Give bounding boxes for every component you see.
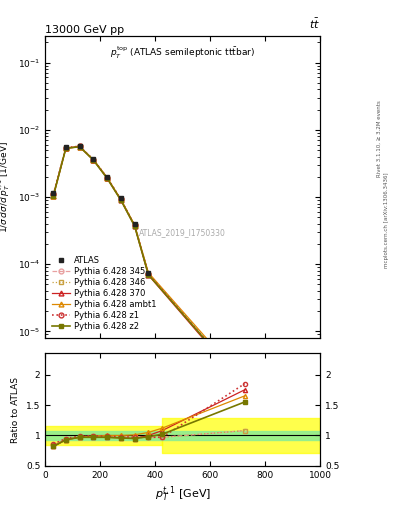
X-axis label: $p_T^{t,1}$ [GeV]: $p_T^{t,1}$ [GeV] — [154, 485, 211, 505]
Legend: ATLAS, Pythia 6.428 345, Pythia 6.428 346, Pythia 6.428 370, Pythia 6.428 ambt1,: ATLAS, Pythia 6.428 345, Pythia 6.428 34… — [50, 253, 158, 334]
Y-axis label: $1 / \sigma\, d\sigma / d\, p_T^{t,1}$ [1/GeV]: $1 / \sigma\, d\sigma / d\, p_T^{t,1}$ [… — [0, 141, 12, 233]
Text: $t\bar{t}$: $t\bar{t}$ — [309, 17, 320, 31]
Y-axis label: Ratio to ATLAS: Ratio to ATLAS — [11, 377, 20, 442]
Text: Rivet 3.1.10, ≥ 3.2M events: Rivet 3.1.10, ≥ 3.2M events — [377, 100, 382, 177]
Text: 13000 GeV pp: 13000 GeV pp — [45, 25, 124, 35]
Text: mcplots.cern.ch [arXiv:1306.3436]: mcplots.cern.ch [arXiv:1306.3436] — [384, 173, 389, 268]
Text: ATLAS_2019_I1750330: ATLAS_2019_I1750330 — [139, 228, 226, 237]
Text: $p_T^{\rm top}$ (ATLAS semileptonic tt$\bar{\rm t}$bar): $p_T^{\rm top}$ (ATLAS semileptonic tt$\… — [110, 45, 255, 61]
